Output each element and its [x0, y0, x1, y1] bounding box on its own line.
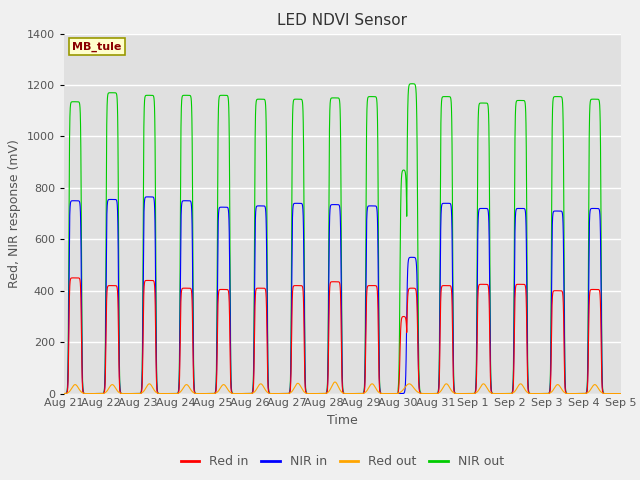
Text: MB_tule: MB_tule — [72, 42, 122, 52]
Title: LED NDVI Sensor: LED NDVI Sensor — [277, 13, 408, 28]
Y-axis label: Red, NIR response (mV): Red, NIR response (mV) — [8, 139, 21, 288]
X-axis label: Time: Time — [327, 414, 358, 427]
Legend: Red in, NIR in, Red out, NIR out: Red in, NIR in, Red out, NIR out — [175, 450, 509, 473]
